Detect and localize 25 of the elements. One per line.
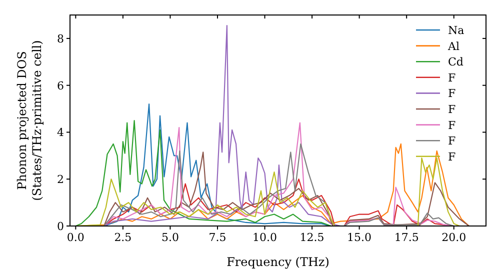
- legend-label: F: [448, 103, 456, 116]
- legend-label: F: [448, 71, 456, 84]
- legend-label: Cd: [448, 56, 464, 69]
- x-axis-title: Frequency (THz): [226, 255, 330, 269]
- legend-label: F: [448, 118, 456, 132]
- x-tick-label: 15.0: [347, 231, 372, 244]
- x-tick-label: 7.5: [208, 231, 226, 244]
- x-tick-label: 0.0: [66, 231, 84, 244]
- legend-label: Na: [448, 24, 465, 37]
- legend-label: F: [448, 87, 456, 100]
- x-tick-label: 20.0: [442, 231, 466, 244]
- x-tick-label: 17.5: [394, 231, 419, 244]
- x-tick-label: 10.0: [252, 231, 278, 244]
- legend-label: F: [448, 134, 456, 148]
- y-tick-label: 4: [57, 126, 64, 140]
- y-tick-label: 2: [57, 173, 64, 186]
- y-tick-label: 0: [57, 220, 64, 233]
- x-tick-label: 5.0: [161, 231, 179, 244]
- x-tick-label: 12.5: [300, 231, 324, 244]
- x-tick-label: 2.5: [114, 231, 132, 244]
- legend-label: F: [448, 150, 456, 164]
- y-axis-title: Phonon projected DOS (States/THz·primitive cell): [15, 40, 44, 201]
- y-tick-label: 6: [57, 79, 64, 92]
- y-tick-label: 8: [57, 32, 64, 46]
- legend-label: Al: [447, 40, 460, 53]
